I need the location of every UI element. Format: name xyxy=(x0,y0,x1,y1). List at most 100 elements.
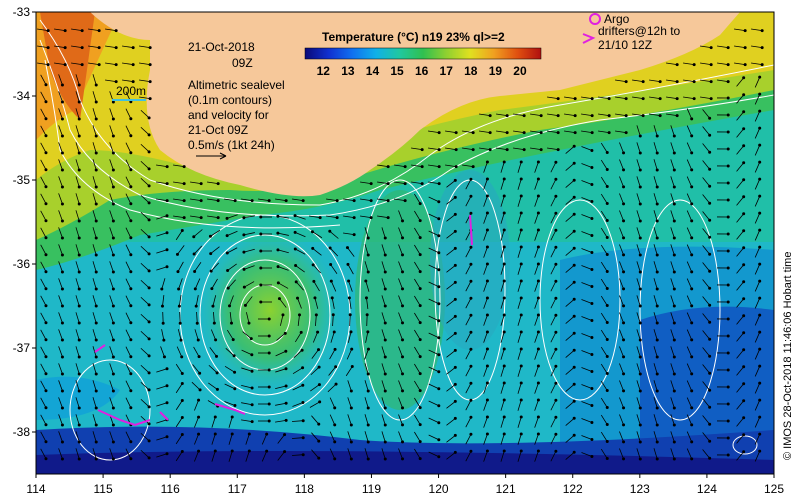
velocity-arrow-head xyxy=(293,247,297,251)
velocity-arrow-head xyxy=(165,165,169,169)
colorbar-tick-label: 15 xyxy=(390,64,404,78)
velocity-arrow xyxy=(428,130,440,134)
velocity-arrow-head xyxy=(401,406,405,410)
velocity-arrow xyxy=(428,332,439,339)
velocity-arrow-head xyxy=(77,253,81,257)
velocity-arrow-head xyxy=(638,270,642,274)
velocity-arrow xyxy=(193,245,203,255)
velocity-arrow xyxy=(683,96,695,100)
velocity-arrow xyxy=(109,312,114,324)
velocity-arrow-head xyxy=(572,263,576,267)
velocity-arrow-head xyxy=(638,372,642,376)
velocity-arrow-head xyxy=(742,399,746,403)
velocity-arrow-head xyxy=(44,117,48,121)
velocity-arrow-head xyxy=(225,216,229,220)
velocity-arrow xyxy=(500,314,505,326)
velocity-arrow xyxy=(462,164,474,168)
velocity-arrow-head xyxy=(758,449,762,453)
velocity-arrow xyxy=(414,397,421,408)
velocity-arrow xyxy=(736,264,744,274)
velocity-arrow-head xyxy=(60,100,64,104)
velocity-arrow xyxy=(277,232,289,236)
velocity-arrow xyxy=(564,113,576,117)
velocity-arrow xyxy=(140,160,150,170)
velocity-arrow-head xyxy=(129,321,133,325)
velocity-arrow-head xyxy=(469,177,473,181)
velocity-arrow xyxy=(736,332,744,342)
velocity-arrow-head xyxy=(60,338,64,342)
velocity-arrow-head xyxy=(554,160,558,164)
velocity-arrow-head xyxy=(672,168,676,172)
velocity-arrow xyxy=(428,417,439,424)
x-tick-label: 123 xyxy=(630,482,650,496)
velocity-arrow-head xyxy=(198,388,202,392)
velocity-arrow xyxy=(297,297,302,309)
velocity-arrow xyxy=(277,451,285,461)
velocity-arrow xyxy=(381,363,386,375)
velocity-arrow xyxy=(653,431,658,443)
velocity-arrow-head xyxy=(283,331,287,335)
velocity-arrow-head xyxy=(197,355,201,359)
velocity-arrow xyxy=(140,364,150,374)
velocity-arrow xyxy=(228,416,233,428)
velocity-arrow xyxy=(636,380,641,392)
velocity-arrow-head xyxy=(488,131,492,135)
velocity-arrow xyxy=(194,433,199,445)
altimetry-line-1: Altimetric sealevel xyxy=(188,78,285,92)
velocity-arrow xyxy=(92,397,97,409)
velocity-arrow-head xyxy=(758,75,762,79)
velocity-arrow-head xyxy=(94,321,98,325)
velocity-arrow-head xyxy=(94,304,98,308)
velocity-arrow xyxy=(241,402,253,406)
velocity-arrow-head xyxy=(160,304,164,308)
velocity-arrow-head xyxy=(572,161,576,165)
velocity-arrow xyxy=(156,402,168,407)
velocity-arrow xyxy=(564,130,576,134)
velocity-arrow xyxy=(670,380,675,392)
velocity-arrow-head xyxy=(519,228,523,232)
velocity-arrow xyxy=(428,298,439,305)
velocity-arrow-head xyxy=(743,29,747,33)
velocity-arrow-head xyxy=(111,338,115,342)
velocity-arrow-head xyxy=(44,253,48,257)
velocity-arrow-head xyxy=(742,263,746,267)
velocity-arrow-head xyxy=(198,371,202,375)
velocity-arrow-head xyxy=(366,457,370,461)
velocity-arrow xyxy=(125,142,132,153)
velocity-arrow-head xyxy=(485,194,489,198)
velocity-arrow xyxy=(140,432,150,442)
velocity-arrow xyxy=(636,329,641,341)
velocity-arrow-head xyxy=(177,287,181,291)
velocity-arrow xyxy=(534,348,539,360)
velocity-arrow xyxy=(619,380,624,392)
velocity-arrow-head xyxy=(758,143,762,147)
velocity-arrow-head xyxy=(690,117,694,121)
velocity-arrow-head xyxy=(658,97,662,101)
velocity-arrow-head xyxy=(605,202,609,206)
velocity-arrow-head xyxy=(690,372,694,376)
velocity-arrow xyxy=(109,329,114,341)
velocity-arrow-head xyxy=(760,46,764,50)
velocity-arrow-head xyxy=(299,330,303,334)
velocity-arrow xyxy=(702,126,710,136)
velocity-arrow xyxy=(754,280,761,292)
velocity-arrow xyxy=(275,402,287,406)
velocity-arrow xyxy=(736,111,744,121)
velocity-arrow-head xyxy=(147,337,151,341)
velocity-arrow xyxy=(228,450,233,462)
velocity-arrow xyxy=(191,381,201,391)
velocity-arrow-head xyxy=(672,202,676,206)
velocity-arrow xyxy=(754,212,761,224)
velocity-arrow xyxy=(717,45,729,49)
velocity-arrow xyxy=(360,198,372,202)
velocity-arrow-head xyxy=(726,198,730,202)
velocity-arrow-head xyxy=(334,365,338,369)
velocity-arrow-head xyxy=(536,228,540,232)
velocity-arrow xyxy=(670,193,675,205)
velocity-arrow-head xyxy=(348,313,352,317)
velocity-arrow-head xyxy=(672,134,676,138)
colorbar-tick-label: 17 xyxy=(440,64,454,78)
velocity-arrow-head xyxy=(208,234,212,238)
velocity-arrow-head xyxy=(243,303,247,307)
velocity-arrow xyxy=(291,420,304,422)
